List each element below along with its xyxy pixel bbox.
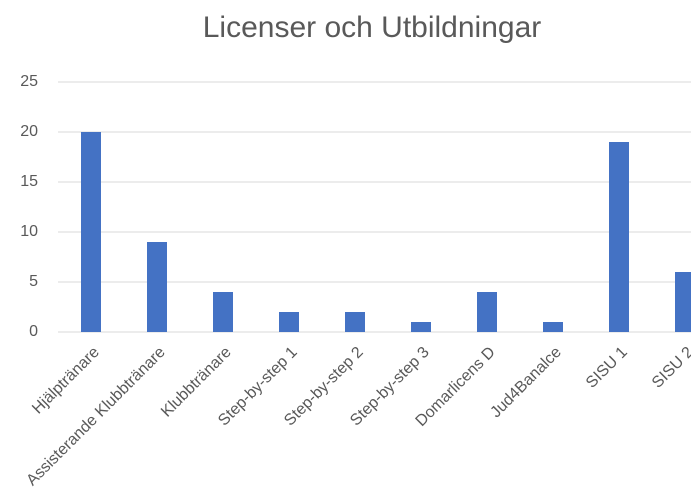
x-tick-label: SISU 2 [649,344,691,392]
bar [345,312,365,332]
x-tick-label: Hjälptränare [29,344,103,418]
x-tick-label: Jud4Banalce [487,344,565,422]
y-tick-label: 10 [20,223,38,240]
chart-title: Licenser och Utbildningar [203,11,542,44]
bar [213,292,233,332]
bar [609,142,629,332]
bar [675,272,691,332]
bar [543,322,563,332]
bar [411,322,431,332]
bar [147,242,167,332]
y-tick-label: 5 [29,273,38,290]
bar [81,132,101,332]
y-tick-label: 20 [20,123,38,140]
y-tick-label: 25 [20,73,38,90]
x-tick-label: Assisterande Klubbtränare [23,344,168,489]
x-tick-label: SISU 1 [583,344,631,392]
bar [279,312,299,332]
y-tick-label: 0 [29,323,38,340]
y-tick-label: 15 [20,173,38,190]
bar [477,292,497,332]
